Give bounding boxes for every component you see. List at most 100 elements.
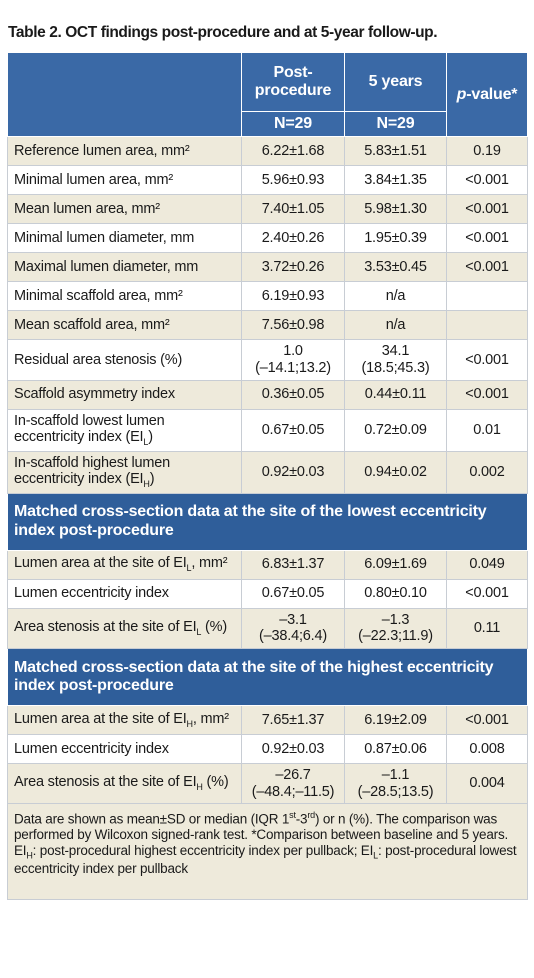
table-row: Reference lumen area, mm² 6.22±1.68 5.83±1… <box>7 136 528 167</box>
subscript: H <box>196 782 203 793</box>
value-cell: n/a <box>344 310 447 341</box>
text: 0.67±0.05 <box>261 585 325 602</box>
text: 6.19±0.93 <box>261 288 325 305</box>
table-title: Table 2. OCT findings post-procedure and… <box>8 24 438 41</box>
text: <0.001 <box>465 711 509 728</box>
text: 0.049 <box>469 556 505 573</box>
row-label: Area stenosis at the site of EIH (%) <box>7 762 242 805</box>
value-cell: <0.001 <box>446 379 528 410</box>
subscript: L <box>143 437 149 448</box>
value-cell: 0.67±0.05 <box>241 408 345 452</box>
text: Area stenosis at the site of EI <box>14 619 197 636</box>
row-label: Lumen eccentricity index <box>7 578 242 609</box>
value-cell <box>446 281 528 312</box>
row-label: In-scaffold highest lumen eccentricity i… <box>7 450 242 494</box>
text: Post-procedure <box>254 63 332 99</box>
subscript: L <box>373 850 378 861</box>
text: ) <box>149 471 155 488</box>
text: 0.36±0.05 <box>261 386 325 403</box>
value-cell: 7.40±1.05 <box>241 194 345 225</box>
row-label: Area stenosis at the site of EIL (%) <box>7 607 242 649</box>
text: : post-procedural lowest eccentricity in… <box>14 842 517 876</box>
value-cell: 3.53±0.45 <box>344 252 447 283</box>
table-row: In-scaffold lowest lumen eccentricity in… <box>7 408 528 452</box>
header-row: Post-procedure 5 years p-value* <box>7 51 528 138</box>
subscript: H <box>26 850 33 861</box>
text: Residual area stenosis (%) <box>14 351 183 368</box>
text: Maximal lumen diameter, mm <box>14 259 199 276</box>
value-cell: 0.80±0.10 <box>344 578 447 609</box>
text: 0.19 <box>473 143 501 160</box>
value-cell: 2.40±0.26 <box>241 223 345 254</box>
text: Reference lumen area, mm² <box>14 143 190 160</box>
text-line: 1.0 <box>283 343 303 360</box>
text: 7.65±1.37 <box>261 711 325 728</box>
value-cell: <0.001 <box>446 194 528 225</box>
text: , mm² <box>191 555 228 572</box>
text: Minimal scaffold area, mm² <box>14 288 183 305</box>
text: Lumen area at the site of EI <box>14 555 187 572</box>
text: 3.53±0.45 <box>364 259 427 276</box>
value-cell: 5.96±0.93 <box>241 165 345 196</box>
table-row: Scaffold asymmetry index 0.36±0.05 0.44±0.… <box>7 379 528 410</box>
text: -value* <box>466 85 518 103</box>
text: 0.008 <box>469 740 505 757</box>
value-cell: <0.001 <box>446 223 528 254</box>
table-row: Lumen eccentricity index 0.67±0.05 0.80±0.… <box>7 578 528 609</box>
text: 5 years <box>368 72 423 90</box>
row-label: Maximal lumen diameter, mm <box>7 252 242 283</box>
table-row: Minimal lumen diameter, mm 2.40±0.26 1.95±… <box>7 223 528 254</box>
text-line: (–38.4;6.4) <box>259 628 327 645</box>
row-label: Lumen eccentricity index <box>7 733 242 764</box>
row-label: Reference lumen area, mm² <box>7 136 242 167</box>
text: 7.56±0.98 <box>261 317 325 334</box>
text: Scaffold asymmetry index <box>14 386 175 403</box>
text: 6.83±1.37 <box>261 556 325 573</box>
table-row: Lumen eccentricity index 0.92±0.03 0.87±0.… <box>7 733 528 764</box>
value-cell: <0.001 <box>446 165 528 196</box>
table-row: Lumen area at the site of EIL, mm² 6.83±1… <box>7 549 528 580</box>
value-cell: 0.87±0.06 <box>344 733 447 764</box>
text: 3.84±1.35 <box>364 172 427 189</box>
section-row: Matched cross-section data at the site o… <box>7 647 528 706</box>
table-row: Minimal lumen area, mm² 5.96±0.93 3.84±1.3… <box>7 165 528 196</box>
table-row: Mean scaffold area, mm² 7.56±0.98 n/a <box>7 310 528 341</box>
text: Lumen eccentricity index <box>14 740 169 757</box>
text: 3.72±0.26 <box>261 259 325 276</box>
text: 0.72±0.09 <box>364 421 427 438</box>
supscript: rd <box>307 810 315 821</box>
text: 5.98±1.30 <box>364 201 427 218</box>
value-cell: 3.72±0.26 <box>241 252 345 283</box>
table-row: Minimal scaffold area, mm² 6.19±0.93 n/a <box>7 281 528 312</box>
subscript: L <box>196 626 202 637</box>
value-cell: 0.92±0.03 <box>241 733 345 764</box>
value-cell: –1.1 (–28.5;13.5) <box>344 762 447 805</box>
text: Mean lumen area, mm² <box>14 201 160 218</box>
text: Minimal lumen area, mm² <box>14 172 173 189</box>
text: 1.95±0.39 <box>364 230 427 247</box>
value-cell: 6.09±1.69 <box>344 549 447 580</box>
text: 0.44±0.11 <box>364 386 427 403</box>
value-cell: 0.92±0.03 <box>241 450 345 494</box>
table-row: Lumen area at the site of EIH, mm² 7.65±1… <box>7 704 528 735</box>
text-line: (18.5;45.3) <box>361 360 430 377</box>
subscript: H <box>186 718 194 729</box>
text: <0.001 <box>465 201 509 218</box>
value-cell: 6.83±1.37 <box>241 549 345 580</box>
text: <0.001 <box>465 386 509 403</box>
text: (%) <box>201 619 227 636</box>
column-header: 5 years <box>344 52 447 112</box>
value-cell: 7.65±1.37 <box>241 704 345 735</box>
row-label: Minimal lumen diameter, mm <box>7 223 242 254</box>
table: Post-procedure 5 years p-value* N=29 N=29 Ref… <box>7 51 528 901</box>
value-cell: 0.36±0.05 <box>241 379 345 410</box>
value-cell: 5.98±1.30 <box>344 194 447 225</box>
row-label: Residual area stenosis (%) <box>7 339 242 381</box>
subscript: L <box>186 563 192 574</box>
text: 0.004 <box>469 775 505 792</box>
table-row: In-scaffold highest lumen eccentricity i… <box>7 450 528 494</box>
row-label: Lumen area at the site of EIL, mm² <box>7 549 242 580</box>
section-heading: Matched cross-section data at the site o… <box>7 492 528 551</box>
supscript: st <box>289 810 296 821</box>
value-cell <box>446 310 528 341</box>
